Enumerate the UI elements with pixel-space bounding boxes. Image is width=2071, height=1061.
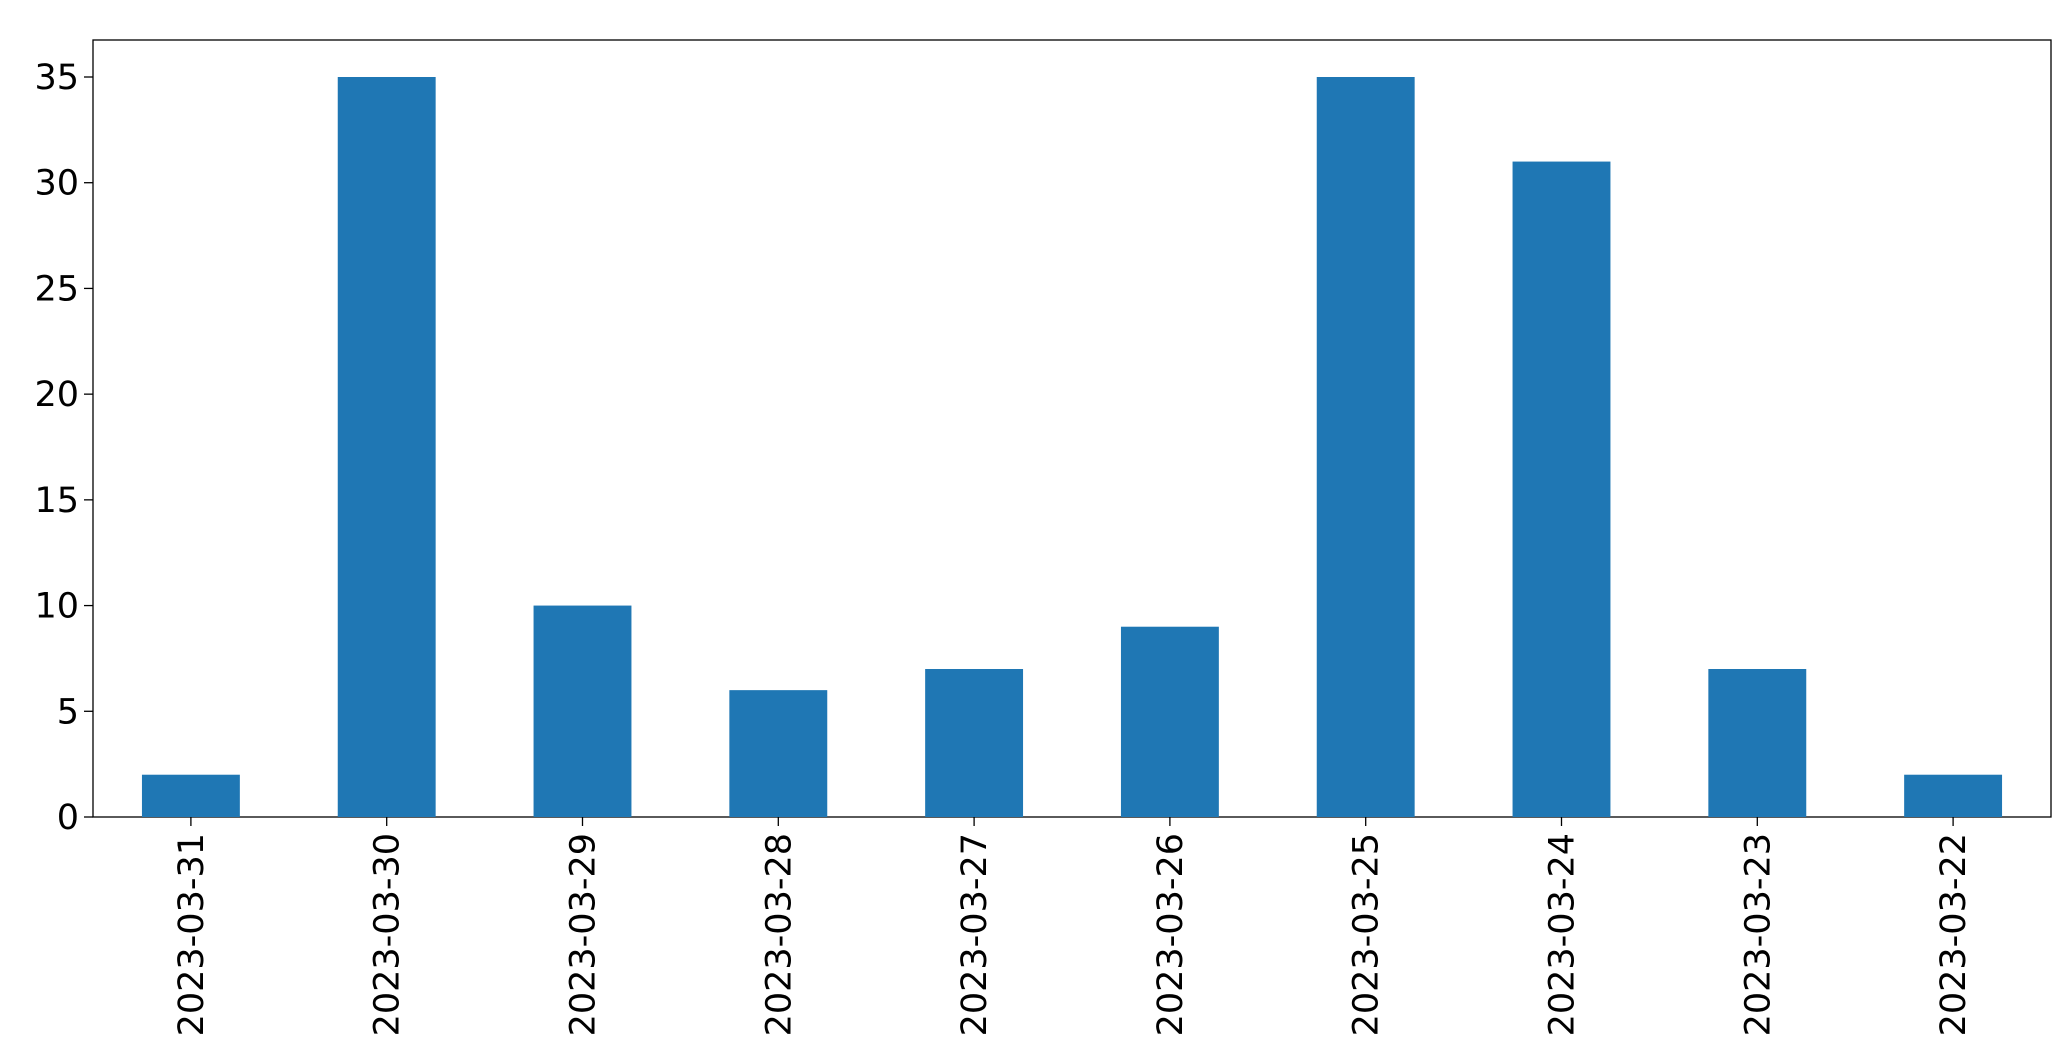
- x-tick-label: 2023-03-26: [1151, 833, 1191, 1036]
- bar: [925, 669, 1024, 817]
- bar: [141, 774, 240, 817]
- bar: [1512, 161, 1611, 818]
- bar: [533, 605, 632, 817]
- bar: [1904, 774, 2003, 817]
- y-tick-label: 0: [57, 798, 79, 838]
- bar: [337, 77, 436, 817]
- y-tick-label: 15: [34, 481, 79, 521]
- x-tick-label: 2023-03-25: [1347, 833, 1387, 1036]
- x-tick-label: 2023-03-30: [368, 833, 408, 1036]
- x-tick-label: 2023-03-22: [1934, 833, 1974, 1036]
- y-tick-label: 30: [34, 164, 79, 204]
- x-tick-label: 2023-03-23: [1738, 833, 1778, 1036]
- bar: [729, 690, 828, 817]
- y-tick-label: 25: [34, 269, 79, 309]
- bar: [1316, 77, 1415, 817]
- bar: [1120, 626, 1219, 817]
- x-tick-label: 2023-03-29: [564, 833, 604, 1036]
- y-tick-label: 20: [34, 375, 79, 415]
- x-tick-label: 2023-03-28: [759, 833, 799, 1036]
- x-tick-label: 2023-03-24: [1543, 833, 1583, 1036]
- x-tick-label: 2023-03-27: [955, 833, 995, 1036]
- y-tick-label: 35: [34, 58, 79, 98]
- plot-frame: [92, 39, 2052, 818]
- y-tick-label: 10: [34, 587, 79, 627]
- y-tick-label: 5: [57, 692, 79, 732]
- bar: [1708, 669, 1807, 817]
- x-tick-label: 2023-03-31: [172, 833, 212, 1036]
